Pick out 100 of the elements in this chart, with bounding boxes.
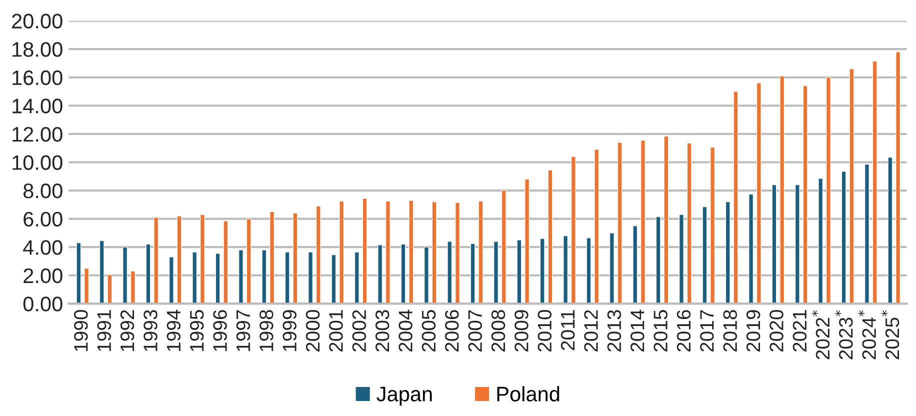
- bar: [176, 216, 182, 304]
- bar: [516, 240, 522, 304]
- bar: [400, 244, 406, 304]
- bar: [386, 200, 390, 304]
- x-tick-label: 2014: [630, 310, 644, 352]
- bar: [378, 244, 382, 304]
- bar: [99, 240, 104, 304]
- y-tick-label: 10.00: [12, 155, 62, 170]
- x-tick-label: 2017: [700, 310, 714, 352]
- bar: [246, 218, 252, 304]
- bar: [524, 178, 530, 304]
- bar: [478, 200, 484, 304]
- bar: [223, 220, 228, 304]
- x-tick-label: 2008: [491, 310, 506, 352]
- y-tick-label: 14.00: [12, 98, 62, 114]
- x-tick-label: 2015: [654, 310, 668, 352]
- x-tick-label: 2006: [445, 310, 459, 352]
- bar: [192, 252, 197, 304]
- bar: [354, 252, 360, 304]
- bar: [316, 206, 321, 304]
- bar: [169, 256, 174, 304]
- y-tick-label: 8.00: [24, 184, 62, 198]
- x-tick-label: 1995: [190, 310, 204, 352]
- bar: [563, 236, 568, 304]
- y-tick-label: 2.00: [24, 268, 62, 284]
- x-tick-label: 2010: [538, 310, 552, 352]
- y-tick-label: 20.00: [12, 14, 62, 29]
- bar: [818, 178, 823, 304]
- bar: [864, 164, 870, 304]
- bar: [339, 200, 344, 304]
- bar: [548, 170, 553, 304]
- y-tick-label: 12.00: [12, 126, 62, 142]
- x-tick-label: 2003: [375, 310, 390, 352]
- bar: [772, 184, 777, 304]
- x-tick-label: 2020: [770, 310, 784, 352]
- bar: [748, 194, 754, 304]
- bar: [725, 202, 730, 304]
- x-tick-label: 2002: [352, 310, 366, 352]
- y-tick-label: 6.00: [24, 212, 62, 227]
- bar: [888, 157, 893, 304]
- bar: [270, 211, 274, 304]
- x-tick-label: 2005: [422, 310, 436, 352]
- x-tick-label: 1996: [213, 310, 227, 352]
- bar: [502, 190, 506, 304]
- bar: [780, 76, 784, 304]
- bar: [733, 91, 738, 304]
- bar: [292, 212, 298, 304]
- bar: [896, 52, 900, 304]
- bar: [571, 156, 576, 304]
- x-tick-label: 2023$^{*}$: [835, 310, 853, 360]
- bar: [656, 216, 661, 304]
- bar: [640, 140, 646, 304]
- bar: [664, 136, 669, 304]
- y-tick-label: 18.00: [12, 42, 62, 57]
- bar: [849, 68, 854, 304]
- x-tick-label: 2000: [306, 310, 320, 352]
- x-tick-label: 2025$^{*}$: [881, 310, 900, 360]
- x-tick-label: 1991: [97, 310, 112, 352]
- bar: [107, 274, 112, 304]
- bar: [238, 250, 244, 304]
- bar: [262, 250, 267, 304]
- y-tick-label: 16.00: [12, 70, 62, 86]
- legend-label: Poland: [497, 386, 560, 402]
- bar: [841, 171, 846, 304]
- x-tick-label: 2016: [676, 310, 691, 352]
- bar: [540, 238, 545, 304]
- x-tick-label: 2004: [398, 310, 412, 352]
- bar: [432, 202, 437, 304]
- x-tick-label: 2011: [560, 310, 575, 350]
- bar: [686, 142, 692, 304]
- bar: [122, 246, 128, 304]
- bar: [200, 214, 205, 304]
- y-tick-label: 4.00: [23, 240, 62, 255]
- bar: [826, 77, 831, 304]
- bar: [494, 241, 498, 304]
- bar: [284, 252, 290, 304]
- bar: [872, 60, 878, 304]
- bar: [362, 198, 368, 304]
- bar: [308, 252, 313, 304]
- x-tick-label: 2019: [746, 310, 760, 352]
- legend-label: Japan: [376, 386, 432, 406]
- bar: [702, 206, 708, 304]
- bar: [594, 149, 599, 304]
- x-tick-label: 2001: [329, 310, 343, 352]
- bar: [447, 241, 452, 304]
- x-tick-label: 2018: [723, 310, 738, 352]
- x-tick-label: 1990: [74, 310, 88, 352]
- bar: [802, 86, 808, 304]
- x-tick-label: 2007: [468, 310, 482, 352]
- x-tick-label: 1994: [166, 310, 181, 352]
- bar: [84, 268, 89, 304]
- bar: [710, 147, 715, 304]
- bar: [424, 246, 429, 304]
- bar: [331, 254, 336, 304]
- x-tick-label: 1993: [144, 310, 158, 352]
- bar: [215, 253, 220, 304]
- y-tick-label: 0.00: [23, 296, 62, 312]
- x-tick-label: 1992: [120, 310, 134, 352]
- bar: [470, 243, 476, 304]
- bar: [679, 214, 684, 304]
